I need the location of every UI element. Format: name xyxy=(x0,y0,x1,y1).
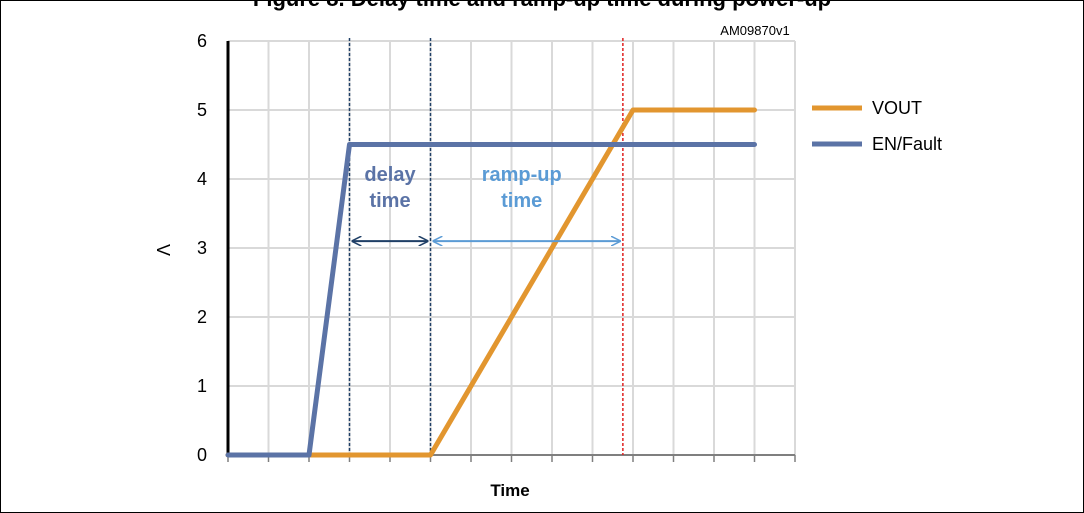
x-axis-title: Time xyxy=(490,481,529,500)
y-tick-label: 5 xyxy=(197,100,207,120)
chart-title: Figure 8. Delay time and ramp-up time du… xyxy=(0,0,1084,12)
legend: VOUT EN/Fault xyxy=(812,98,942,154)
series-line-en-fault xyxy=(225,142,757,458)
legend-label-en-fault: EN/Fault xyxy=(872,134,942,154)
legend-label-vout: VOUT xyxy=(872,98,922,118)
y-tick-label: 1 xyxy=(197,376,207,396)
tick-labels: 0 1 2 3 4 5 6 xyxy=(197,31,207,465)
ramp-up-label-line1: ramp-up xyxy=(482,164,562,186)
delay-label-line2: time xyxy=(369,190,410,212)
y-axis-title: V xyxy=(153,244,173,256)
y-tick-label: 4 xyxy=(197,169,207,189)
y-tick-label: 3 xyxy=(197,238,207,258)
series-line-vout xyxy=(225,107,757,458)
delay-label-line1: delay xyxy=(364,164,416,186)
series-lines xyxy=(225,107,757,458)
annotations: delay time ramp-up time xyxy=(353,164,620,241)
grid xyxy=(227,40,796,456)
marker-lines xyxy=(348,38,624,455)
y-tick-label: 0 xyxy=(197,445,207,465)
reference-code: AM09870v1 xyxy=(720,23,789,38)
y-tick-label: 2 xyxy=(197,307,207,327)
ramp-up-label-line2: time xyxy=(501,190,542,212)
y-tick-label: 6 xyxy=(197,31,207,51)
